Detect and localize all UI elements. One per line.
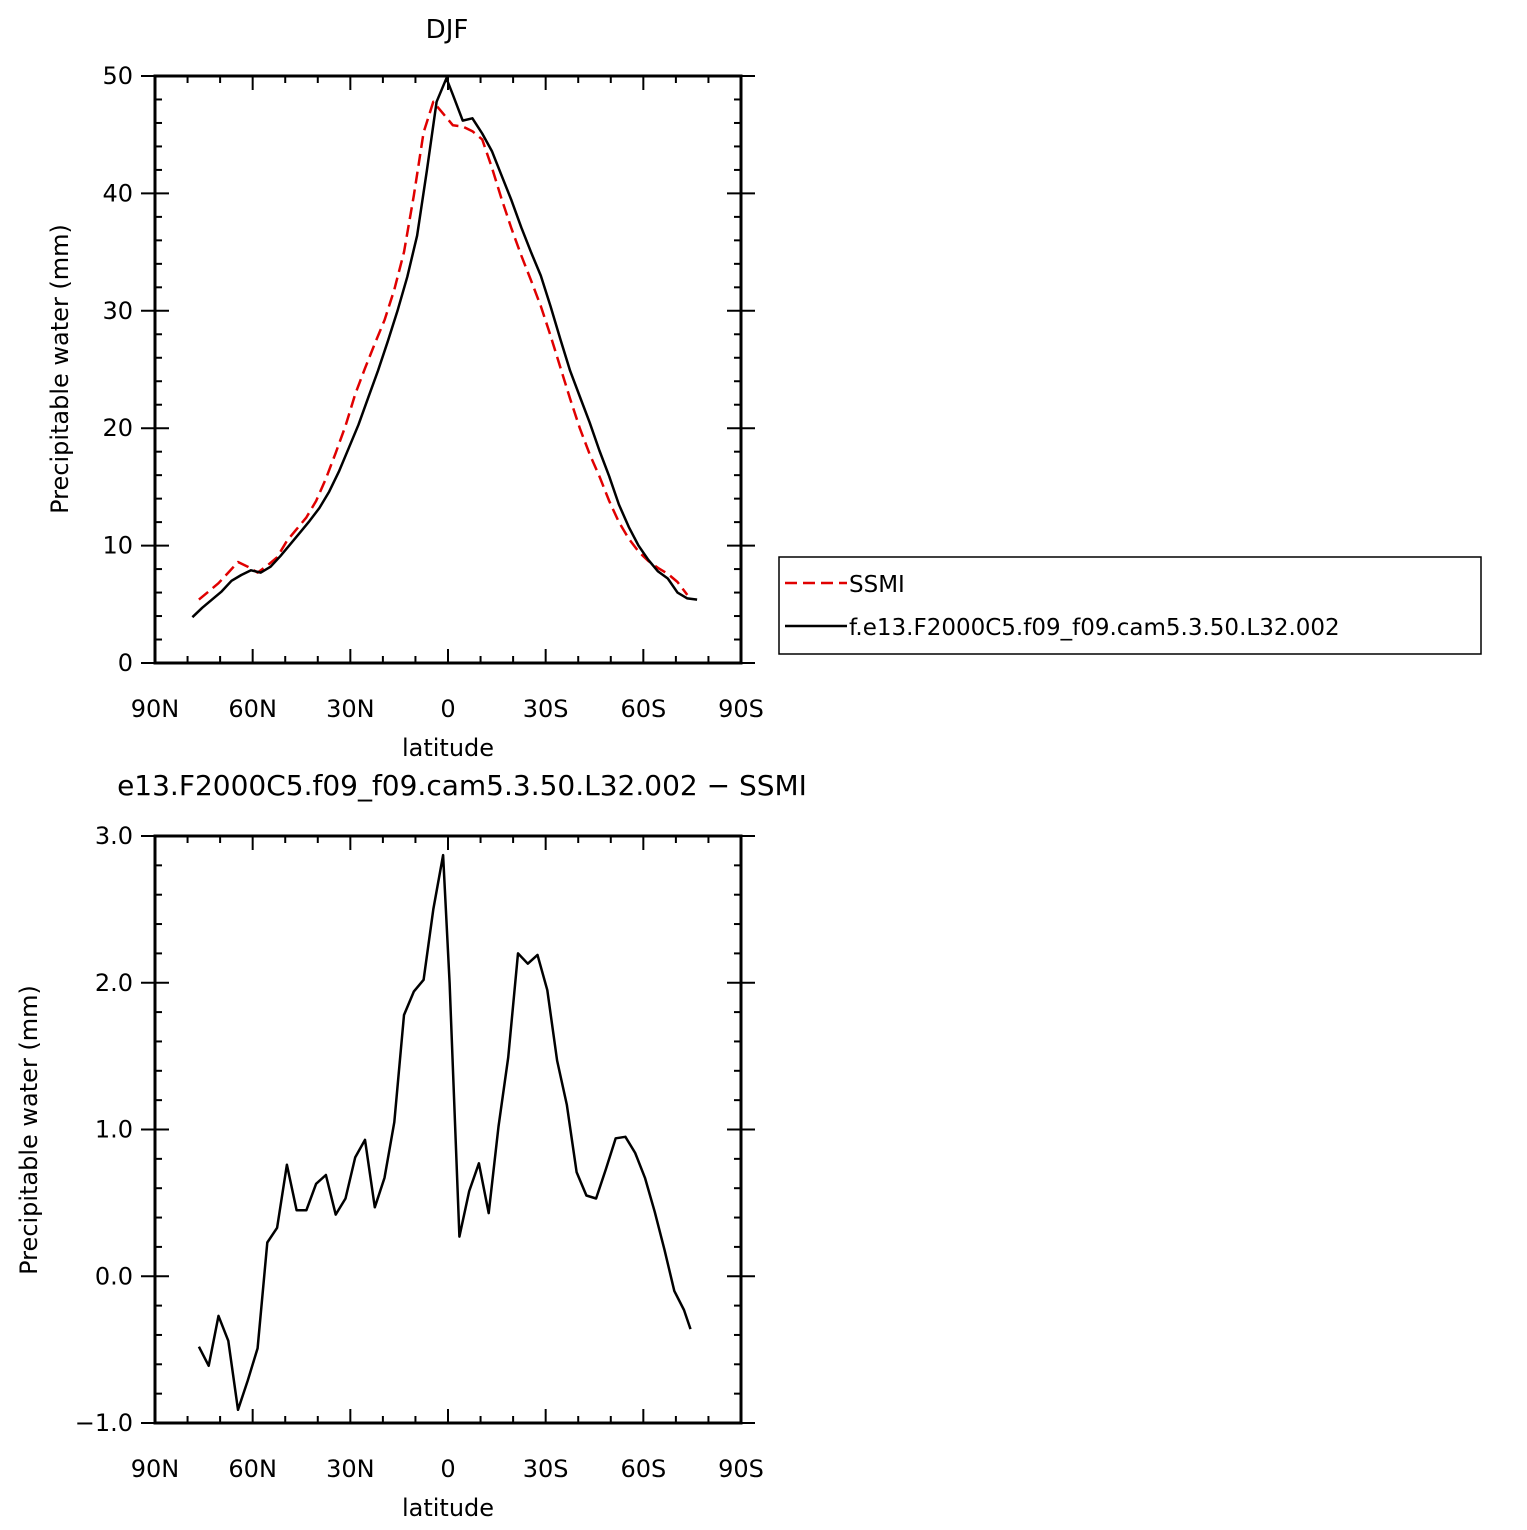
series-line-difference bbox=[197, 853, 692, 1412]
y-tick-label: 50 bbox=[102, 62, 133, 90]
bottom-y-axis-label: Precipitable water (mm) bbox=[15, 985, 43, 1275]
bottom-plot-frame bbox=[153, 834, 743, 1425]
y-tick-label: 3.0 bbox=[95, 822, 133, 850]
top-chart-title: DJF bbox=[426, 15, 469, 45]
top-plot-frame bbox=[153, 74, 743, 665]
legend: SSMI f.e13.F2000C5.f09_f09.cam5.3.50.L32… bbox=[778, 556, 1482, 655]
y-tick-label: 0 bbox=[118, 649, 133, 677]
series-line-model bbox=[191, 77, 698, 619]
bottom-x-tick-labels: 90N 60N 30N 0 30S 60S 90S bbox=[131, 1455, 764, 1483]
y-tick-label: −1.0 bbox=[75, 1409, 133, 1437]
bottom-x-axis-label: latitude bbox=[402, 1494, 494, 1522]
x-tick-label: 30N bbox=[326, 695, 375, 723]
y-tick-label: 10 bbox=[102, 532, 133, 560]
y-tick-label: 20 bbox=[102, 414, 133, 442]
y-tick-label: 1.0 bbox=[95, 1116, 133, 1144]
x-tick-label: 60S bbox=[620, 695, 666, 723]
x-tick-label: 90S bbox=[718, 1455, 764, 1483]
bottom-chart-title: e13.F2000C5.f09_f09.cam5.3.50.L32.002 − … bbox=[117, 769, 807, 802]
top-x-axis-label: latitude bbox=[402, 734, 494, 762]
x-tick-label: 30S bbox=[523, 695, 569, 723]
bottom-axis-ticks bbox=[141, 835, 755, 1424]
top-y-tick-labels: 0 10 20 30 40 50 bbox=[102, 62, 133, 677]
top-panel: DJF 0 10 20 30 40 50 90N 60N 30N 0 30S 60S 90S lati… bbox=[46, 15, 1482, 762]
y-tick-label: 30 bbox=[102, 297, 133, 325]
x-tick-label: 0 bbox=[440, 1455, 455, 1483]
x-tick-label: 30N bbox=[326, 1455, 375, 1483]
series-line-ssmi bbox=[198, 100, 689, 601]
x-tick-label: 90N bbox=[131, 695, 180, 723]
legend-label-model: f.e13.F2000C5.f09_f09.cam5.3.50.L32.002 bbox=[849, 615, 1340, 641]
x-tick-label: 60N bbox=[228, 1455, 277, 1483]
top-x-tick-labels: 90N 60N 30N 0 30S 60S 90S bbox=[131, 695, 764, 723]
y-tick-label: 40 bbox=[102, 179, 133, 207]
x-tick-label: 30S bbox=[523, 1455, 569, 1483]
x-tick-label: 90N bbox=[131, 1455, 180, 1483]
y-tick-label: 2.0 bbox=[95, 969, 133, 997]
x-tick-label: 0 bbox=[440, 695, 455, 723]
x-tick-label: 60S bbox=[620, 1455, 666, 1483]
x-tick-label: 60N bbox=[228, 695, 277, 723]
bottom-y-tick-labels: −1.0 0.0 1.0 2.0 3.0 bbox=[75, 822, 133, 1437]
top-y-axis-label: Precipitable water (mm) bbox=[46, 224, 74, 514]
x-tick-label: 90S bbox=[718, 695, 764, 723]
y-tick-label: 0.0 bbox=[95, 1262, 133, 1290]
top-series-lines bbox=[191, 77, 698, 619]
bottom-panel: e13.F2000C5.f09_f09.cam5.3.50.L32.002 − … bbox=[15, 769, 807, 1522]
legend-label-ssmi: SSMI bbox=[849, 572, 905, 598]
legend-box bbox=[778, 556, 1482, 655]
